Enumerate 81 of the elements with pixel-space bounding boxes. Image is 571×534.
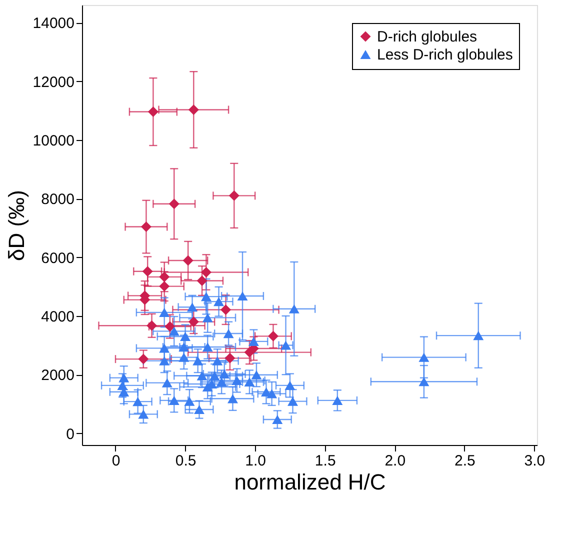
point — [188, 104, 199, 115]
point — [168, 198, 180, 210]
y-tick-label: 8000 — [41, 191, 74, 208]
point — [268, 330, 278, 342]
point — [237, 291, 248, 301]
point — [332, 396, 343, 405]
point — [118, 373, 130, 382]
y-tick-label: 10000 — [32, 132, 74, 150]
y-tick-label: 4000 — [41, 308, 74, 326]
y-tick-label: 12000 — [32, 74, 74, 91]
point — [142, 266, 153, 277]
point — [192, 356, 204, 366]
y-tick-label: 6000 — [41, 250, 74, 267]
point — [196, 275, 208, 286]
point — [418, 377, 430, 386]
point — [284, 380, 296, 390]
x-tick-label: 0 — [112, 452, 120, 470]
point — [159, 308, 170, 317]
x-tick-label: 3.0 — [524, 452, 546, 470]
legend-label: D-rich globules — [377, 28, 478, 46]
point — [202, 313, 213, 322]
point — [164, 321, 176, 332]
point — [187, 302, 198, 312]
x-tick-label: 1.0 — [245, 452, 266, 470]
point — [418, 352, 430, 362]
point — [117, 380, 128, 390]
point — [220, 304, 231, 316]
point — [140, 222, 152, 232]
point — [196, 371, 208, 380]
point — [212, 356, 223, 366]
point — [188, 316, 199, 328]
point — [248, 336, 259, 346]
point — [216, 377, 227, 386]
y-axis-title: δD (‰) — [4, 190, 29, 261]
point — [138, 354, 149, 364]
point — [266, 389, 278, 398]
point — [214, 297, 224, 306]
point — [272, 414, 283, 424]
point — [132, 397, 144, 406]
point — [232, 376, 242, 386]
point — [209, 371, 220, 380]
x-tick-label: 0.5 — [175, 452, 196, 470]
point — [200, 292, 212, 302]
point — [178, 342, 190, 352]
point — [184, 396, 195, 406]
point — [159, 272, 170, 282]
point — [178, 352, 190, 362]
point — [251, 370, 262, 380]
point — [288, 304, 300, 314]
legend-label: Less D-rich globules — [377, 46, 513, 64]
point — [162, 378, 172, 388]
point — [168, 326, 180, 336]
point — [146, 320, 158, 331]
x-tick-label: 2.0 — [384, 452, 406, 470]
point — [180, 332, 191, 342]
x-tick-label: 2.5 — [454, 452, 476, 470]
point — [202, 342, 213, 352]
point — [280, 340, 292, 350]
point — [200, 266, 212, 278]
point — [244, 377, 255, 386]
point — [288, 396, 298, 406]
point — [159, 356, 170, 366]
point — [223, 328, 234, 338]
y-tick-label: 14000 — [32, 15, 74, 32]
y-tick-label: 2000 — [41, 367, 74, 384]
x-tick-label: 1.5 — [314, 452, 336, 470]
point — [219, 369, 230, 379]
y-tick-label: 0 — [66, 426, 74, 443]
point — [227, 394, 238, 404]
point — [182, 255, 194, 266]
point — [194, 404, 204, 414]
point — [168, 396, 180, 405]
point — [228, 190, 240, 201]
x-axis-title: normalized H/C — [234, 470, 386, 494]
point — [148, 106, 158, 118]
point — [224, 352, 236, 364]
point — [473, 331, 484, 340]
point — [159, 344, 170, 353]
point — [159, 281, 170, 292]
point — [244, 347, 255, 358]
point — [138, 410, 149, 419]
